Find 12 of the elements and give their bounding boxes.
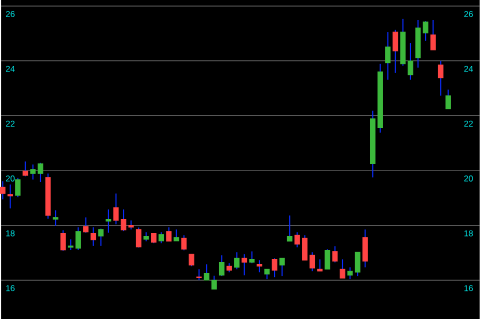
y2-tick-label: 22 — [464, 120, 473, 127]
y-tick-label: 18 — [6, 230, 15, 236]
y2-tick-label: 26 — [464, 10, 473, 17]
y2-tick-label: 20 — [464, 175, 473, 182]
y-tick-label: 22 — [6, 120, 15, 127]
y2-tick-label: 18 — [464, 230, 473, 236]
y-tick-label: 26 — [6, 10, 15, 17]
y-tick-label: 20 — [6, 175, 15, 182]
y-tick-label: 24 — [6, 66, 15, 72]
y-tick-label: 16 — [6, 285, 15, 292]
y2-tick-label: 24 — [464, 66, 473, 72]
y2-tick-label: 16 — [464, 285, 473, 292]
